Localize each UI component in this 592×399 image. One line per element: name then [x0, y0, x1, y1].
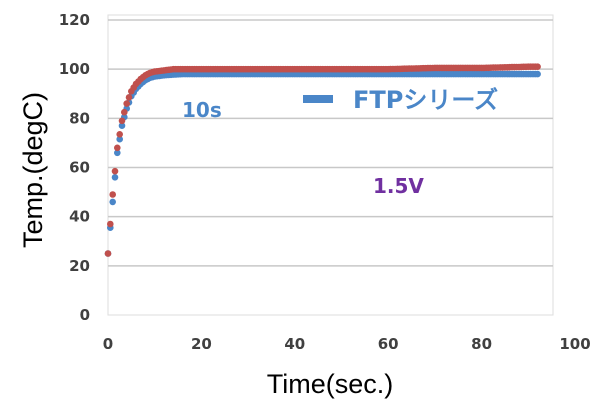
y-tick-label: 120: [59, 11, 90, 29]
x-tick-label: 60: [378, 335, 399, 353]
y-tick-label: 20: [69, 257, 90, 275]
data-point: [111, 174, 119, 181]
data-point: [534, 63, 541, 70]
plot-frame: [107, 14, 554, 316]
x-tick-label: 80: [471, 335, 492, 353]
x-axis-title: Time(sec.): [267, 369, 394, 399]
data-point: [125, 94, 133, 101]
x-tick-label: 40: [284, 335, 305, 353]
data-point: [534, 70, 541, 78]
y-tick-label: 60: [69, 159, 90, 177]
y-tick-labels: 0 20 40 60 80 100 120: [59, 11, 90, 324]
y-tick-label: 100: [59, 60, 90, 78]
data-point: [114, 144, 121, 152]
x-tick-label: 100: [559, 335, 590, 353]
data-point: [111, 167, 119, 175]
gridlines: [108, 19, 553, 267]
legend-swatch: [303, 95, 333, 103]
annotation-voltage: 1.5V: [373, 174, 424, 198]
data-point: [121, 108, 128, 116]
data-point: [118, 122, 126, 129]
data-series-2: [104, 63, 541, 257]
data-point: [107, 220, 114, 228]
data-point: [116, 135, 123, 143]
data-point: [114, 149, 121, 157]
y-tick-label: 0: [80, 306, 90, 324]
data-point: [109, 191, 116, 198]
x-tick-label: 20: [191, 335, 212, 353]
x-tick-label: 0: [103, 335, 113, 353]
y-tick-label: 80: [69, 109, 90, 127]
data-point: [116, 131, 123, 138]
data-point: [109, 198, 116, 206]
legend: FTPシリーズ: [303, 86, 498, 114]
y-axis-title: Temp.(degC): [18, 92, 48, 248]
data-point: [118, 117, 126, 125]
data-point: [104, 250, 112, 257]
legend-label: FTPシリーズ: [353, 86, 498, 114]
y-tick-label: 40: [69, 208, 90, 226]
series-layer: [104, 63, 541, 257]
x-tick-labels: 0 20 40 60 80 100: [103, 335, 591, 353]
data-point: [123, 100, 130, 107]
annotation-time: 10s: [182, 98, 222, 122]
